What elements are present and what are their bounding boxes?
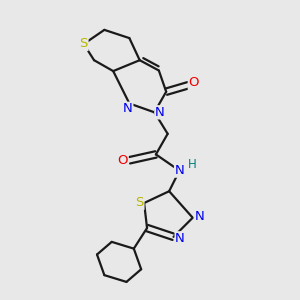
Text: S: S [136, 196, 144, 209]
Text: N: N [194, 210, 204, 223]
Text: S: S [80, 38, 88, 50]
Text: N: N [123, 102, 133, 115]
Text: N: N [155, 106, 165, 119]
Text: O: O [188, 76, 199, 89]
Text: H: H [188, 158, 197, 171]
Text: N: N [175, 164, 184, 177]
Text: N: N [175, 232, 185, 245]
Text: O: O [118, 154, 128, 167]
